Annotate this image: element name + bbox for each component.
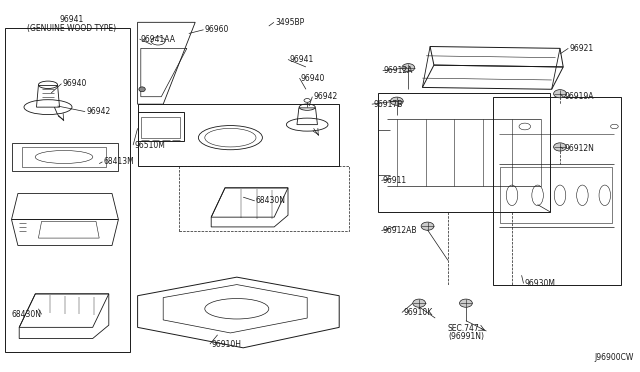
Ellipse shape [390,97,403,105]
Text: 68413M: 68413M [104,157,134,166]
Text: 68430N: 68430N [12,310,42,319]
Text: 96910K: 96910K [403,308,433,317]
Ellipse shape [413,299,426,307]
Bar [179,166,349,231]
Ellipse shape [460,299,472,307]
Ellipse shape [402,64,415,72]
Text: 96510M: 96510M [134,141,165,150]
Text: 96941AA: 96941AA [141,35,176,44]
Ellipse shape [554,143,566,151]
Text: 96911: 96911 [383,176,407,185]
Bar [500,167,612,223]
Text: 96960: 96960 [205,25,229,34]
Text: 96940: 96940 [301,74,325,83]
Ellipse shape [554,90,566,98]
Ellipse shape [421,222,434,230]
Text: 96912A: 96912A [384,66,413,75]
Text: 96942: 96942 [314,92,338,101]
Text: 96912N: 96912N [564,144,595,153]
Text: 96919A: 96919A [564,92,594,101]
Text: 96921: 96921 [570,44,594,53]
Text: 96941: 96941 [60,15,84,24]
Text: 96910H: 96910H [211,340,241,349]
Text: (GENUINE WOOD TYPE): (GENUINE WOOD TYPE) [27,25,116,33]
Ellipse shape [139,87,145,92]
Text: 68430N: 68430N [256,196,286,205]
Text: 96930M: 96930M [525,279,556,288]
Text: 96942: 96942 [86,107,111,116]
Text: 96941: 96941 [289,55,314,64]
Text: (96991N): (96991N) [448,332,484,341]
Text: 96912AB: 96912AB [383,226,417,235]
Text: J96900CW: J96900CW [594,353,634,362]
Bar [5,28,130,352]
Text: 96940: 96940 [63,79,87,88]
Text: 3495BP: 3495BP [275,18,305,27]
Text: 96917B: 96917B [373,100,403,109]
Text: SEC.747: SEC.747 [448,324,480,333]
